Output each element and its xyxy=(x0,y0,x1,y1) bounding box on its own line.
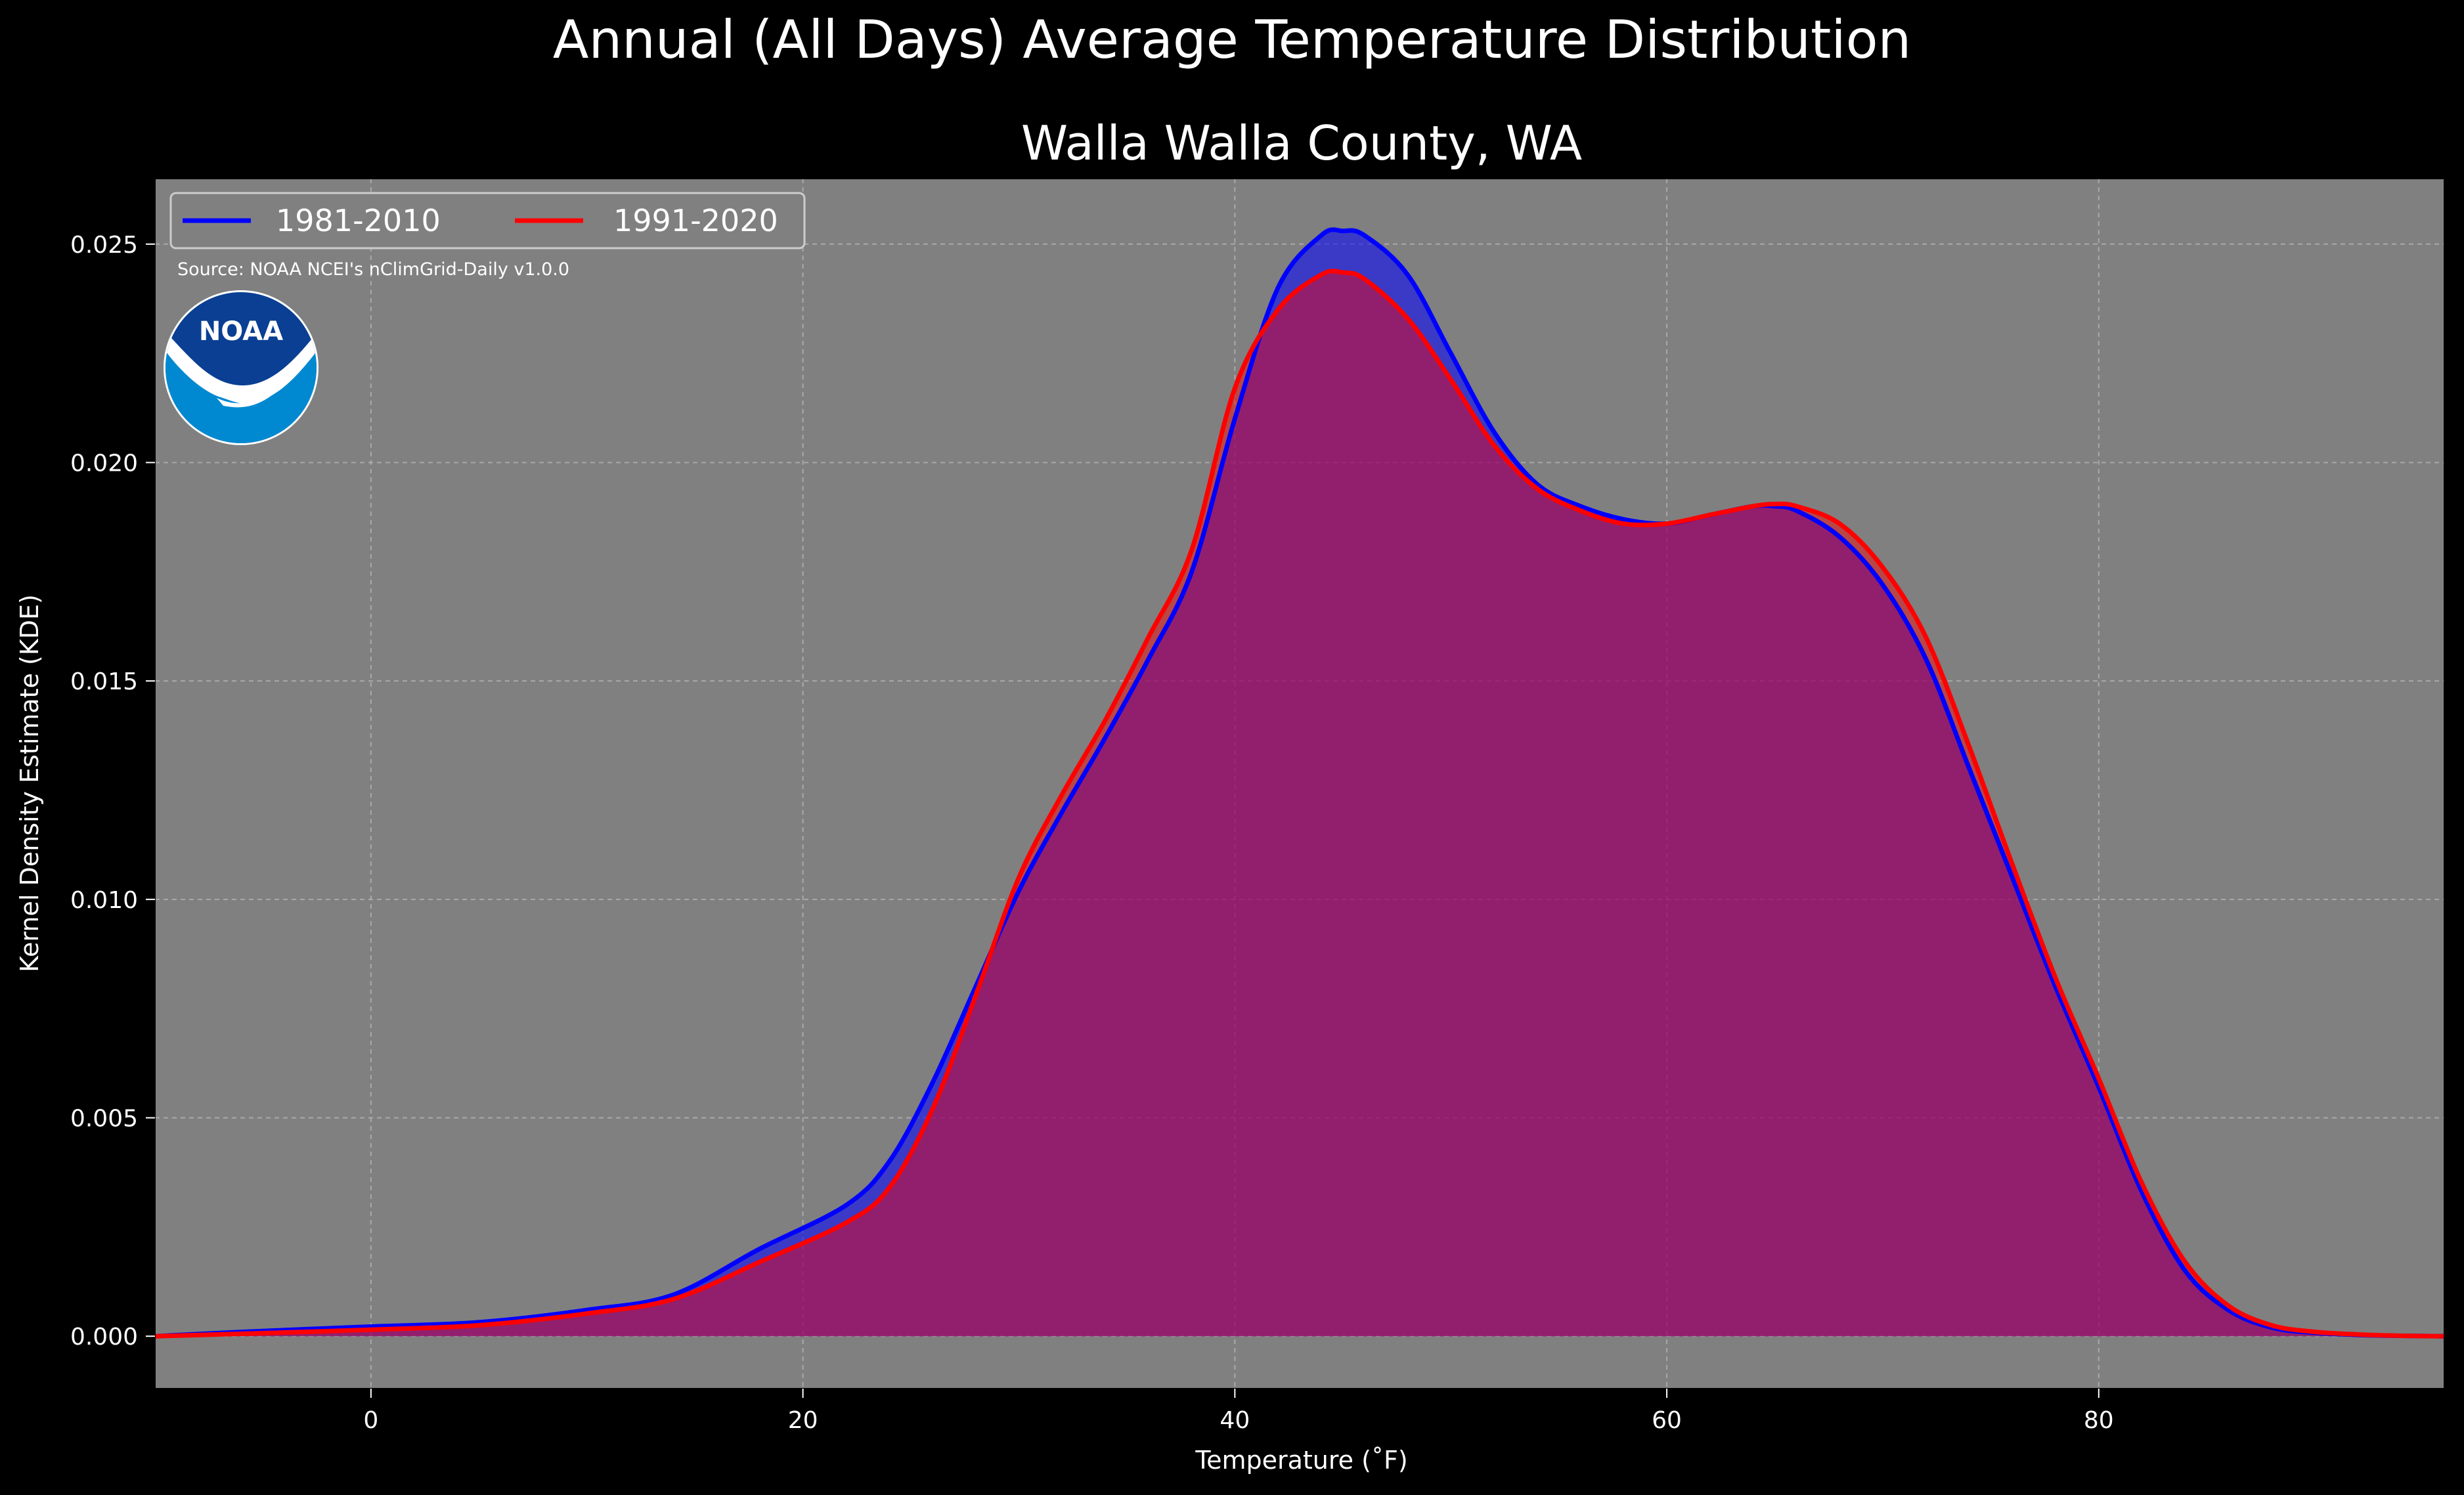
y-tick-label-0: 0.000 xyxy=(70,1324,138,1351)
series-fill-1981-2010 xyxy=(155,229,2444,1337)
y-tick-label-4: 0.020 xyxy=(70,450,138,477)
x-tick-label-4: 80 xyxy=(2084,1407,2114,1434)
chart-title: Walla Walla County, WA xyxy=(1021,116,1582,171)
y-axis-ticks: 0.000 0.005 0.010 0.015 0.020 0.025 xyxy=(70,232,155,1351)
x-axis-label: Temperature (˚F) xyxy=(1195,1446,1407,1475)
noaa-logo-bird-tail xyxy=(217,393,276,408)
legend-label-1981-2010: 1981-2010 xyxy=(276,203,441,238)
x-tick-label-1: 20 xyxy=(788,1407,818,1434)
legend: 1981-2010 1991-2020 xyxy=(169,192,806,249)
series-line-1981-2010 xyxy=(154,227,2445,1339)
series-layer xyxy=(154,227,2445,1339)
y-axis-label: Kernel Density Estimate (KDE) xyxy=(15,594,44,972)
source-note: Source: NOAA NCEI's nClimGrid-Daily v1.0… xyxy=(177,259,569,280)
axes-frame xyxy=(154,178,2445,1389)
legend-label-1991-2020: 1991-2020 xyxy=(613,203,778,238)
series-fill-1991-2020 xyxy=(155,271,2444,1337)
y-tick-label-5: 0.025 xyxy=(70,232,138,259)
x-tick-label-3: 60 xyxy=(1652,1407,1682,1434)
noaa-logo: NOAA xyxy=(164,290,319,445)
noaa-logo-text: NOAA xyxy=(199,316,283,347)
series-line-1991-2020 xyxy=(154,269,2445,1339)
noaa-logo-bird-wing xyxy=(165,328,317,404)
y-tick-label-3: 0.015 xyxy=(70,668,138,695)
y-tick-label-2: 0.010 xyxy=(70,887,138,914)
y-tick-label-1: 0.005 xyxy=(70,1105,138,1132)
legend-frame xyxy=(169,192,806,249)
x-tick-label-2: 40 xyxy=(1220,1407,1250,1434)
x-tick-label-0: 0 xyxy=(363,1407,378,1434)
axes xyxy=(154,178,2445,1389)
chart-suptitle: Annual (All Days) Average Temperature Di… xyxy=(553,9,1911,70)
x-axis-ticks: 0 20 40 60 80 xyxy=(363,1389,2114,1434)
